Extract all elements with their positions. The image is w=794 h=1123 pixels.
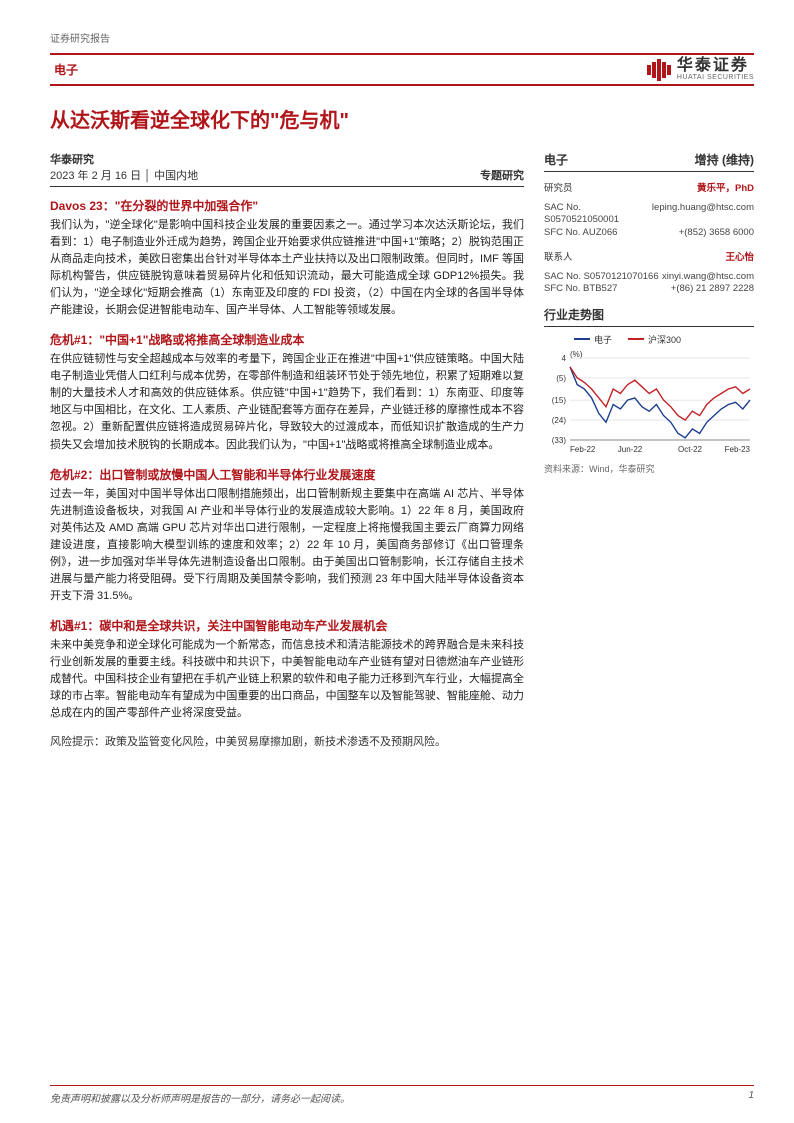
svg-text:(%): (%) — [570, 350, 583, 359]
analyst-name: 黄乐平，PhD — [697, 180, 754, 194]
svg-text:Jun-22: Jun-22 — [618, 445, 643, 454]
section: 危机#1："中国+1"战略或将推高全球制造业成本在供应链韧性与安全超越成本与效率… — [50, 331, 524, 453]
analyst-role: 研究员 — [544, 180, 573, 194]
section-title: Davos 23："在分裂的世界中加强合作" — [50, 197, 524, 214]
section: 危机#2：出口管制或放慢中国人工智能和半导体行业发展速度过去一年，美国对中国半导… — [50, 466, 524, 605]
chart-source: 资料来源：Wind，华泰研究 — [544, 462, 754, 475]
analyst-detail: SAC No. S0570121070166xinyi.wang@htsc.co… — [544, 271, 754, 283]
header-bar: 电子 华泰证券 HUATAI SECURITIES — [50, 53, 754, 86]
chart-title: 行业走势图 — [544, 306, 754, 327]
analyst-role: 联系人 — [544, 249, 573, 263]
svg-text:Oct-22: Oct-22 — [678, 445, 703, 454]
analyst-block: 研究员 黄乐平，PhD SAC No. S0570521050001leping.h… — [544, 180, 754, 239]
svg-text:4: 4 — [562, 354, 567, 363]
page-footer: 免责声明和披露以及分析师声明是报告的一部分，请务必一起阅读。 1 — [50, 1085, 754, 1105]
section-body: 在供应链韧性与安全超越成本与效率的考量下，跨国企业正在推进"中国+1"供应链策略… — [50, 351, 524, 453]
risk-disclosure: 风险提示：政策及监管变化风险，中美贸易摩擦加剧，新技术渗透不及预期风险。 — [50, 734, 524, 751]
report-title: 从达沃斯看逆全球化下的"危与机" — [50, 104, 754, 133]
report-type-label: 证券研究报告 — [50, 30, 754, 45]
rating-header: 电子 增持 (维持) — [544, 151, 754, 172]
legend-item: 沪深300 — [628, 333, 681, 346]
doc-type: 专题研究 — [480, 167, 524, 183]
section-title: 危机#1："中国+1"战略或将推高全球制造业成本 — [50, 331, 524, 348]
org-name: 华泰研究 — [50, 154, 94, 166]
trend-chart: 电子 沪深300 (%)4 (5) (15) (24) (33)Feb-22 Jun-22 O… — [544, 333, 754, 458]
region: 中国内地 — [154, 170, 198, 182]
svg-text:Feb-23: Feb-23 — [725, 445, 751, 454]
rating-value: 增持 (维持) — [695, 151, 754, 168]
report-date: 2023 年 2 月 16 日 — [50, 170, 141, 182]
analyst-detail: SFC No. AUZ066+(852) 3658 6000 — [544, 227, 754, 239]
logo-cn-text: 华泰证券 — [677, 58, 754, 74]
main-column: 华泰研究 2023 年 2 月 16 日 │ 中国内地 专题研究 Davos 2… — [50, 151, 524, 751]
svg-text:(33): (33) — [552, 436, 567, 445]
sidebar: 电子 增持 (维持) 研究员 黄乐平，PhD SAC No. S0570521050… — [544, 151, 754, 751]
analyst-name: 王心怡 — [725, 249, 754, 263]
section-body: 未来中美竞争和逆全球化可能成为一个新常态，而信息技术和清洁能源技术的跨界融合是未… — [50, 637, 524, 722]
logo-en-text: HUATAI SECURITIES — [677, 74, 754, 81]
legend-item: 电子 — [574, 333, 612, 346]
section-body: 过去一年，美国对中国半导体出口限制措施频出，出口管制新规主要集中在高端 AI 芯… — [50, 486, 524, 605]
svg-text:(24): (24) — [552, 416, 567, 425]
svg-text:(5): (5) — [556, 374, 566, 383]
footer-disclaimer: 免责声明和披露以及分析师声明是报告的一部分，请务必一起阅读。 — [50, 1090, 350, 1105]
section: Davos 23："在分裂的世界中加强合作" 我们认为，"逆全球化"是影响中国科技… — [50, 197, 524, 319]
page-number: 1 — [748, 1090, 754, 1105]
analyst-detail: SAC No. S0570521050001leping.huang@htsc.… — [544, 202, 754, 227]
sector-label: 电子 — [50, 61, 78, 78]
section-body: 我们认为，"逆全球化"是影响中国科技企业发展的重要因素之一。通过学习本次达沃斯论… — [50, 217, 524, 319]
svg-text:Feb-22: Feb-22 — [570, 445, 596, 454]
legend-line-icon — [574, 338, 590, 340]
analyst-block: 联系人 王心怡 SAC No. S0570121070166xinyi.wang@h… — [544, 249, 754, 296]
analyst-detail: SFC No. BTB527+(86) 21 2897 2228 — [544, 283, 754, 295]
section-title: 危机#2：出口管制或放慢中国人工智能和半导体行业发展速度 — [50, 466, 524, 483]
legend-line-icon — [628, 338, 644, 340]
legend-label: 电子 — [594, 333, 612, 346]
sidebar-sector: 电子 — [544, 151, 568, 168]
svg-text:(15): (15) — [552, 396, 567, 405]
meta-row: 华泰研究 2023 年 2 月 16 日 │ 中国内地 专题研究 — [50, 151, 524, 187]
logo-mark-icon — [647, 59, 671, 81]
legend-label: 沪深300 — [648, 333, 681, 346]
section: 机遇#1：碳中和是全球共识，关注中国智能电动车产业发展机会未来中美竞争和逆全球化… — [50, 617, 524, 722]
company-logo: 华泰证券 HUATAI SECURITIES — [647, 58, 754, 81]
section-title: 机遇#1：碳中和是全球共识，关注中国智能电动车产业发展机会 — [50, 617, 524, 634]
